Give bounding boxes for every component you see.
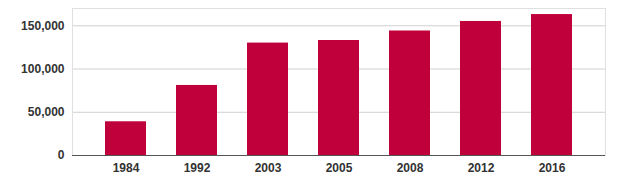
svg-text:2003: 2003 xyxy=(255,161,282,175)
svg-text:150,000: 150,000 xyxy=(21,19,65,33)
svg-text:2008: 2008 xyxy=(397,161,424,175)
svg-text:100,000: 100,000 xyxy=(21,62,65,76)
svg-text:0: 0 xyxy=(58,148,65,162)
svg-text:2005: 2005 xyxy=(326,161,353,175)
svg-text:2016: 2016 xyxy=(539,161,566,175)
svg-text:1992: 1992 xyxy=(184,161,211,175)
svg-text:2012: 2012 xyxy=(468,161,495,175)
svg-text:1984: 1984 xyxy=(113,161,140,175)
svg-text:50,000: 50,000 xyxy=(28,105,65,119)
